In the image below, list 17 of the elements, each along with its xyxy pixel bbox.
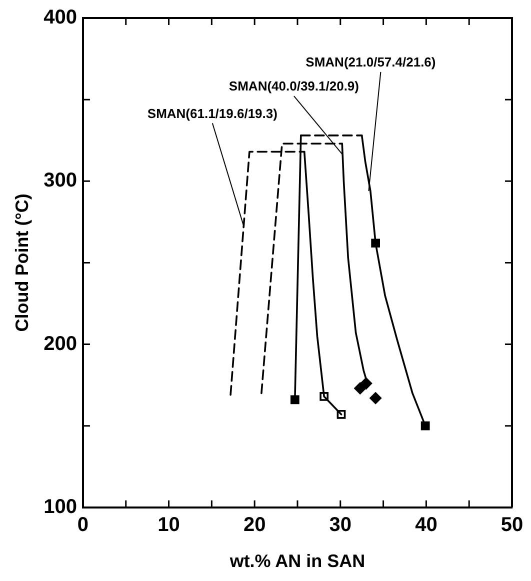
y-tick-label: 100 bbox=[44, 496, 77, 518]
x-tick-label: 30 bbox=[329, 514, 352, 536]
point bbox=[370, 392, 382, 404]
x-tick-label: 50 bbox=[500, 514, 524, 536]
y-axis-title: Cloud Point (°C) bbox=[12, 194, 32, 332]
x-tick-label: 40 bbox=[415, 514, 438, 536]
x-axis-title: wt.% AN in SAN bbox=[228, 551, 366, 572]
x-tick-label: 10 bbox=[158, 514, 180, 536]
y-tick-label: 200 bbox=[44, 332, 77, 355]
annotation: SMAN(40.0/39.1/20.9) bbox=[228, 78, 359, 94]
y-tick-label: 400 bbox=[44, 6, 77, 29]
annotation: SMAN(21.0/57.4/21.6) bbox=[306, 54, 436, 70]
point bbox=[420, 421, 430, 430]
x-tick-label: 20 bbox=[243, 514, 266, 536]
x-tick-label: 0 bbox=[77, 514, 89, 536]
y-tick-label: 300 bbox=[44, 170, 77, 192]
annotation: SMAN(61.1/19.6/19.3) bbox=[147, 106, 278, 121]
